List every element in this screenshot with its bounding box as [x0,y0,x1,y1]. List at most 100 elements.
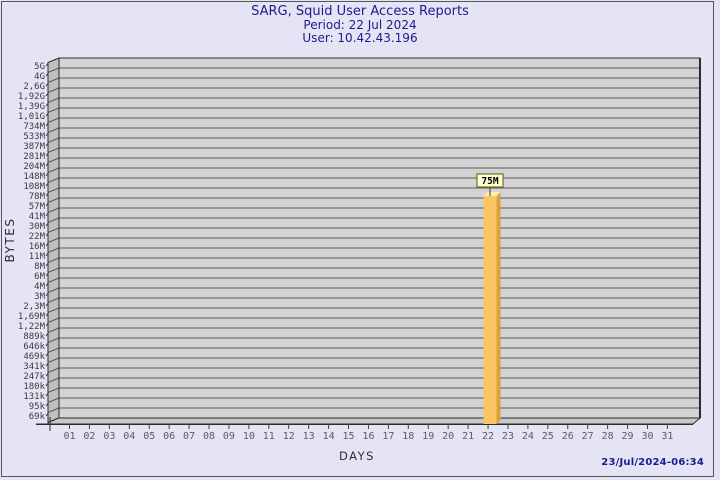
y-axis-tick [45,302,49,307]
x-axis-tick-label: 16 [362,431,374,442]
y-axis-tick [45,412,49,417]
x-axis-tick-label: 28 [602,431,614,442]
x-axis-tick-label: 13 [303,431,315,442]
x-axis-tick-label: 18 [402,431,414,442]
grid-line-wall [47,217,60,223]
y-axis-tick-label: 2,3M [23,302,45,312]
y-axis-tick-label: 387M [23,142,45,152]
grid-line-wall [47,317,60,323]
y-axis-tick-label: 204M [23,162,45,172]
y-axis-tick [45,142,49,147]
grid-line-wall [47,327,60,333]
y-axis-tick-label: 78M [29,192,46,202]
y-axis-tick-label: 95k [29,402,46,412]
x-axis-tick-label: 14 [323,431,335,442]
x-axis-tick-label: 12 [283,431,295,442]
y-axis-tick [45,102,49,107]
grid-line-wall [47,407,60,413]
y-axis-title: BYTES [3,218,17,263]
grid-line-wall [47,187,60,193]
y-axis-tick-label: 57M [29,202,46,212]
bar-day-22 [483,196,497,424]
y-axis-tick-label: 3M [34,292,45,302]
grid-line-wall [47,387,60,393]
grid-line-wall [47,257,60,263]
x-axis-tick-label: 09 [223,431,235,442]
x-axis-tick-label: 11 [263,431,275,442]
y-axis-tick [45,162,49,167]
y-axis-tick-label: 281M [23,152,45,162]
y-axis-tick-label: 11M [29,252,46,262]
y-axis-tick-label: 180k [23,382,45,392]
y-axis-tick-label: 1,22M [18,322,46,332]
y-axis-tick-label: 6M [34,272,45,282]
y-axis-tick [45,372,49,377]
y-axis-tick-label: 2,6G [23,82,45,92]
y-axis-tick [45,312,49,317]
x-axis-tick-label: 17 [382,431,394,442]
grid-line-wall [47,347,60,353]
y-axis-tick-label: 41M [29,212,46,222]
chart-header: SARG, Squid User Access Reports Period: … [0,5,720,45]
y-axis-tick-label: 69k [29,412,46,422]
y-axis-tick-label: 734M [23,122,45,132]
x-axis-tick-label: 20 [442,431,454,442]
x-axis-tick-label: 30 [641,431,653,442]
bar-top-face [483,192,501,196]
grid-line-wall [47,247,60,253]
y-axis-tick [45,242,49,247]
y-axis-tick-label: 148M [23,172,45,182]
grid-line-wall [47,147,60,153]
grid-line-wall [47,277,60,283]
grid-line-wall [47,377,60,383]
y-axis-tick [45,322,49,327]
report-timestamp: 23/Jul/2024-06:34 [601,457,704,468]
grid-line-wall [47,207,60,213]
x-axis-tick-label: 05 [143,431,155,442]
x-axis-tick-label: 10 [243,431,255,442]
grid-line-wall [47,237,60,243]
bar-value-flag [476,173,504,188]
y-axis-tick-label: 1,92G [18,92,45,102]
y-axis-tick [45,202,49,207]
x-axis-tick-label: 26 [562,431,574,442]
grid-line-wall [47,267,60,273]
y-axis-tick [45,212,49,217]
x-axis-tick-label: 19 [422,431,434,442]
y-axis-tick-label: 4M [34,282,45,292]
grid-line-wall [47,227,60,233]
x-axis-tick-label: 24 [522,431,534,442]
y-axis-tick [45,122,49,127]
grid-line-wall [47,287,60,293]
y-axis-tick-label: 1,01G [18,112,45,122]
x-axis-tick-label: 25 [542,431,554,442]
grid-line-wall [47,137,60,143]
y-axis-tick [45,182,49,187]
x-axis-tick-label: 27 [582,431,594,442]
y-axis-tick-label: 30M [29,222,46,232]
x-axis-tick-label: 04 [123,431,135,442]
y-axis-tick [45,192,49,197]
x-axis-tick-label: 06 [163,431,175,442]
y-axis-tick [45,362,49,367]
y-axis-tick-label: 1,69M [18,312,46,322]
x-axis-tick-label: 07 [183,431,195,442]
y-axis-tick-label: 469k [23,352,45,362]
y-axis-tick [45,222,49,227]
y-axis-tick-label: 131k [23,392,45,402]
grid-line-wall [47,297,60,303]
x-axis-tick-label: 29 [622,431,634,442]
chart-period: Period: 22 Jul 2024 [303,18,417,32]
x-axis-tick-label: 22 [482,431,494,442]
y-axis-tick-label: 108M [23,182,45,192]
y-axis-tick [45,272,49,277]
grid-line-wall [47,107,60,113]
x-axis-tick-label: 08 [203,431,215,442]
x-axis-tick-label: 02 [83,431,95,442]
y-axis-tick [45,352,49,357]
x-axis-tick-label: 31 [661,431,673,442]
grid-line-wall [47,337,60,343]
y-axis-tick-label: 889k [23,332,45,342]
y-axis-tick [45,382,49,387]
y-axis-tick [45,402,49,407]
